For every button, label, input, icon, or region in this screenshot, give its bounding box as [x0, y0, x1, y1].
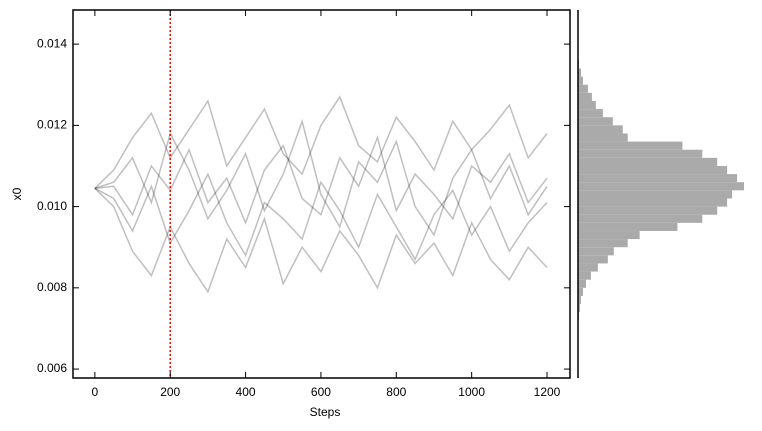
- y-tick-label: 0.012: [37, 118, 67, 132]
- histogram-bar: [578, 174, 738, 183]
- x-tick-label: 200: [160, 385, 180, 399]
- x-tick-label: 1000: [458, 385, 485, 399]
- histogram-bar: [578, 263, 598, 272]
- x-axis-label: Steps: [310, 405, 341, 419]
- x-tick-label: 1200: [534, 385, 561, 399]
- x-tick-label: 600: [311, 385, 331, 399]
- histogram-bar: [578, 84, 588, 93]
- histogram-bar: [578, 76, 583, 85]
- histogram-bar: [578, 149, 703, 158]
- histogram-bar: [578, 133, 628, 142]
- histogram-bar: [578, 198, 728, 207]
- histogram-bar: [578, 109, 603, 118]
- histogram-bar: [578, 100, 596, 110]
- histogram-bar: [578, 206, 718, 215]
- histogram-bar: [578, 68, 581, 77]
- y-axis-label: x0: [10, 187, 24, 200]
- y-tick-label: 0.010: [37, 199, 67, 213]
- histogram-bar: [578, 125, 623, 134]
- histogram-bar: [578, 190, 733, 199]
- histogram-bar: [578, 239, 628, 248]
- histogram-bar: [578, 157, 718, 166]
- histogram-bar: [578, 247, 614, 256]
- histogram-bar: [578, 222, 678, 231]
- histogram-bar: [578, 92, 592, 101]
- histogram-bar: [578, 295, 581, 305]
- x-tick-label: 400: [236, 385, 256, 399]
- histogram-bar: [578, 287, 583, 296]
- histogram-bar: [578, 279, 586, 288]
- histogram-bar: [578, 165, 728, 175]
- plot-frame: [72, 9, 571, 379]
- walker-trace: [94, 95, 548, 189]
- histogram-bar: [578, 304, 580, 313]
- histogram-bar: [578, 214, 703, 223]
- x-tick-label: 800: [386, 385, 406, 399]
- histogram-bar: [578, 230, 640, 240]
- x-tick-label: 0: [92, 385, 99, 399]
- histogram-bar: [578, 271, 591, 280]
- y-tick-label: 0.006: [37, 361, 67, 375]
- histogram-bar: [578, 141, 683, 150]
- y-tick-label: 0.008: [37, 280, 67, 294]
- walker-trace: [94, 135, 548, 225]
- y-tick-label: 0.014: [37, 36, 67, 50]
- walker-trace: [94, 187, 548, 294]
- histogram-bar: [578, 255, 608, 264]
- histogram-bar: [578, 182, 745, 191]
- histogram-bar: [578, 117, 613, 126]
- walker-trace: [94, 118, 548, 237]
